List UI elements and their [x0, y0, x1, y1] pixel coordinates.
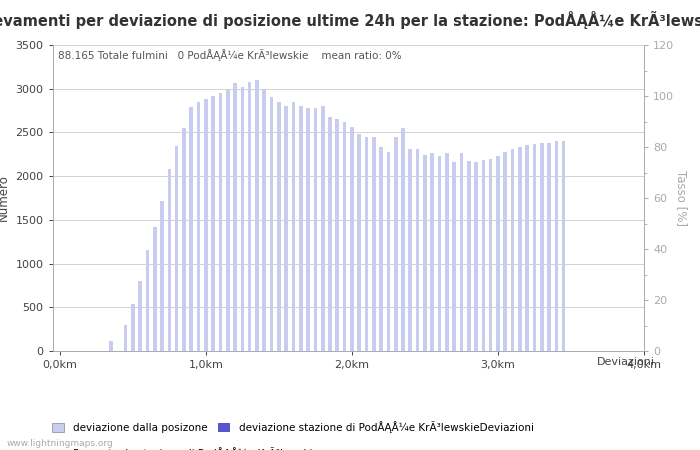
Bar: [438, 156, 442, 351]
Bar: [372, 137, 376, 351]
Bar: [343, 122, 346, 351]
Bar: [533, 144, 536, 351]
Bar: [525, 144, 529, 351]
Bar: [270, 98, 274, 351]
Bar: [233, 83, 237, 351]
Bar: [423, 155, 427, 351]
Bar: [445, 153, 449, 351]
Bar: [204, 99, 208, 351]
Bar: [248, 82, 251, 351]
Legend: Percentuale stazione di PodÅĄÅ¼e KrÃ³lewskie: Percentuale stazione di PodÅĄÅ¼e KrÃ³lew…: [52, 447, 318, 450]
Bar: [307, 108, 310, 351]
Bar: [482, 160, 485, 351]
Text: Rilevamenti per deviazione di posizione ultime 24h per la stazione: PodÅĄÅ¼e KrÃ: Rilevamenti per deviazione di posizione …: [0, 11, 700, 29]
Bar: [146, 251, 149, 351]
Bar: [401, 128, 405, 351]
Bar: [540, 143, 544, 351]
Bar: [547, 143, 551, 351]
Bar: [241, 87, 244, 351]
Bar: [167, 169, 172, 351]
Bar: [197, 102, 200, 351]
Bar: [358, 134, 361, 351]
Bar: [314, 108, 317, 351]
Bar: [489, 159, 493, 351]
Text: 88.165 Totale fulmini   0 PodÅĄÅ¼e KrÃ³lewskie    mean ratio: 0%: 88.165 Totale fulmini 0 PodÅĄÅ¼e KrÃ³lew…: [58, 50, 402, 62]
Bar: [139, 281, 142, 351]
Bar: [299, 106, 302, 351]
Bar: [175, 146, 178, 351]
Bar: [218, 93, 223, 351]
Bar: [277, 102, 281, 351]
Bar: [153, 227, 157, 351]
Bar: [292, 102, 295, 351]
Bar: [518, 147, 522, 351]
Bar: [496, 156, 500, 351]
Bar: [284, 106, 288, 351]
Bar: [452, 162, 456, 351]
Bar: [379, 147, 383, 351]
Bar: [416, 149, 419, 351]
Y-axis label: Numero: Numero: [0, 175, 10, 221]
Bar: [255, 80, 259, 351]
Bar: [394, 137, 398, 351]
Bar: [335, 119, 339, 351]
Bar: [321, 106, 325, 351]
Text: www.lightningmaps.org: www.lightningmaps.org: [7, 439, 113, 448]
Bar: [409, 149, 412, 351]
Bar: [474, 162, 478, 351]
Bar: [131, 304, 134, 351]
Bar: [109, 341, 113, 351]
Bar: [386, 152, 390, 351]
Bar: [211, 96, 215, 351]
Bar: [467, 161, 470, 351]
Bar: [562, 141, 566, 351]
Bar: [554, 141, 558, 351]
Bar: [182, 128, 186, 351]
Bar: [350, 127, 354, 351]
Bar: [365, 137, 368, 351]
Bar: [430, 153, 434, 351]
Y-axis label: Tasso [%]: Tasso [%]: [675, 170, 688, 226]
Bar: [511, 149, 514, 351]
Bar: [160, 201, 164, 351]
Bar: [226, 90, 230, 351]
Bar: [262, 89, 266, 351]
Bar: [190, 107, 193, 351]
Text: Deviazioni: Deviazioni: [596, 357, 654, 367]
Bar: [124, 325, 127, 351]
Bar: [460, 153, 463, 351]
Bar: [503, 152, 507, 351]
Bar: [328, 117, 332, 351]
